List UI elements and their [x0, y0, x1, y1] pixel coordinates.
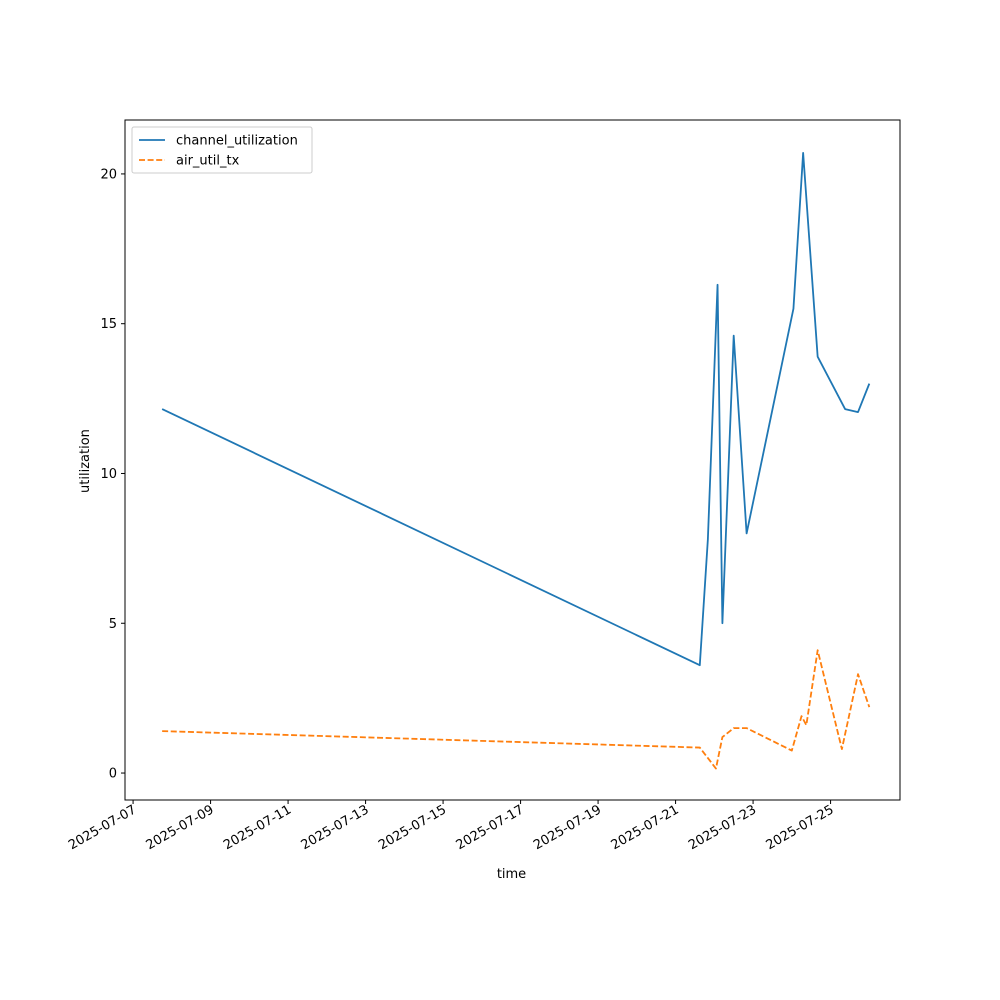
y-tick-label: 15 [100, 317, 117, 332]
y-axis-ticks: 0 5 10 15 20 [100, 167, 125, 782]
y-tick-label: 0 [109, 767, 117, 782]
legend-label-channel-utilization: channel_utilization [176, 134, 298, 149]
y-axis-label: utilization [78, 429, 93, 493]
legend: channel_utilization air_util_tx [131, 126, 313, 174]
plot-area [161, 152, 871, 770]
x-axis-label: time [497, 867, 526, 882]
y-tick-label: 20 [100, 167, 117, 182]
series-line-air-util-tx [162, 649, 871, 770]
legend-box [131, 126, 313, 174]
series-line-channel-utilization [161, 152, 871, 667]
y-tick-label: 10 [100, 467, 117, 482]
legend-label-air-util-tx: air_util_tx [176, 154, 240, 169]
y-tick-label: 5 [109, 617, 117, 632]
axes-frame [124, 119, 901, 801]
